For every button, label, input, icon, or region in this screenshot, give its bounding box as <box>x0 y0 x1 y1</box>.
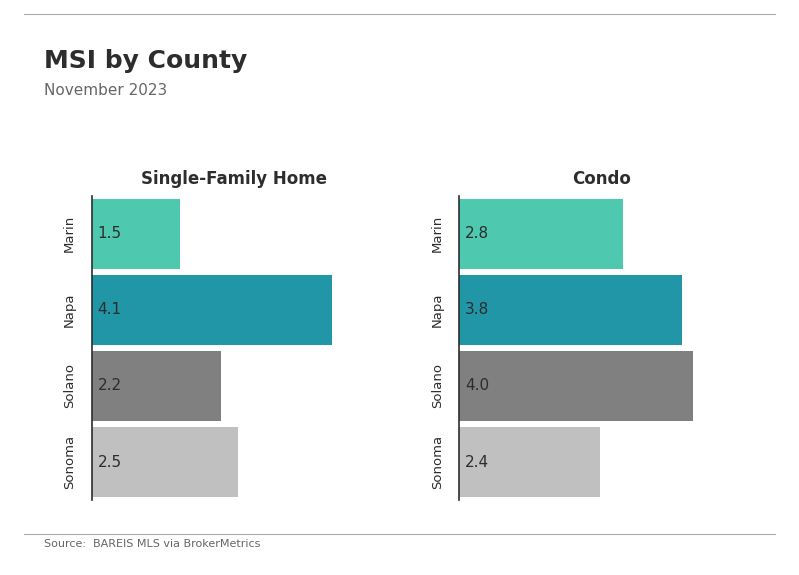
Bar <box>459 427 600 497</box>
Bar <box>92 351 221 421</box>
Text: 2.5: 2.5 <box>97 455 122 470</box>
Text: 3.8: 3.8 <box>465 302 490 317</box>
Text: November 2023: November 2023 <box>44 83 167 98</box>
Text: MSI by County: MSI by County <box>44 49 247 73</box>
Text: 4.0: 4.0 <box>465 378 490 393</box>
Bar <box>459 351 694 421</box>
Title: Condo: Condo <box>572 170 630 189</box>
Bar <box>92 427 238 497</box>
Text: Source:  BAREIS MLS via BrokerMetrics: Source: BAREIS MLS via BrokerMetrics <box>44 539 260 549</box>
Text: 2.4: 2.4 <box>465 455 490 470</box>
Text: 2.2: 2.2 <box>97 378 122 393</box>
Bar <box>92 275 332 345</box>
Bar <box>459 275 682 345</box>
Text: 1.5: 1.5 <box>97 226 122 241</box>
Text: 2.8: 2.8 <box>465 226 490 241</box>
Bar <box>92 198 180 269</box>
Bar <box>459 198 623 269</box>
Title: Single-Family Home: Single-Family Home <box>141 170 327 189</box>
Text: 4.1: 4.1 <box>97 302 122 317</box>
